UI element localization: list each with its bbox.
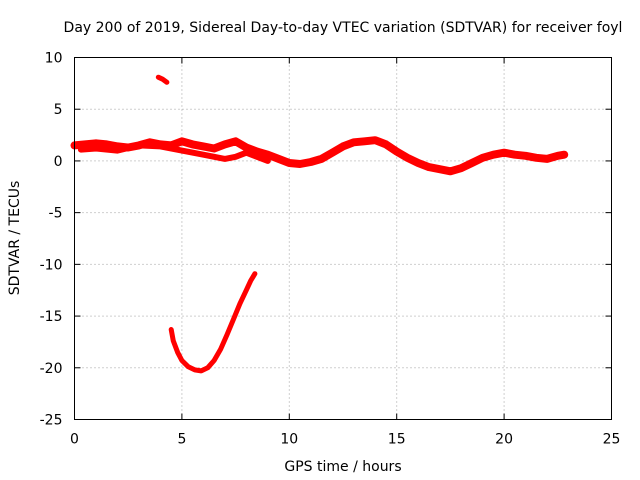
y-tick-label: 5 [54,102,63,118]
tick-layer: 0 5 10 15 20 25 10 5 0 -5 -10 -15 -20 -25 [40,51,621,448]
series-layer [70,74,569,374]
chart-title: Day 200 of 2019, Sidereal Day-to-day VTE… [64,20,623,36]
x-axis-label: GPS time / hours [284,459,401,475]
plot-frame [74,57,612,420]
x-tick-label: 5 [177,432,186,448]
y-tick-label: -5 [49,206,63,222]
x-tick-label: 10 [280,432,298,448]
grid-layer [74,57,612,420]
series-lower-curve [168,271,258,374]
y-tick-label: 10 [45,51,63,67]
y-tick-label: -15 [40,309,63,325]
x-tick-label: 20 [495,432,513,448]
y-tick-label: -10 [40,257,63,273]
series-detached-upper [155,74,170,85]
series-secondary-band [77,142,271,164]
x-tick-label: 25 [603,432,621,448]
x-tick-label: 0 [70,432,79,448]
x-tick-label: 15 [388,432,406,448]
y-axis-label: SDTVAR / TECUs [7,181,23,296]
y-tick-label: -20 [40,361,63,377]
y-tick-label: 0 [54,154,63,170]
y-tick-label: -25 [40,413,63,429]
